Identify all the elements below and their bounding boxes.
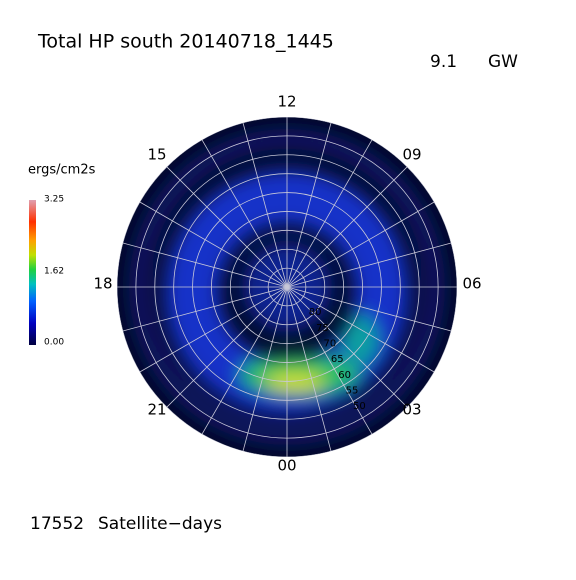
lat-label: 60 [338, 370, 351, 381]
latitude-labels: 80 75 70 65 60 55 50 [309, 307, 366, 412]
lat-label: 75 [316, 323, 329, 334]
meridian [286, 139, 373, 288]
clock-label: 18 [93, 275, 112, 293]
meridian [286, 286, 452, 332]
lat-label: 80 [309, 307, 322, 318]
colorbar-label: ergs/cm2s [28, 163, 96, 178]
meridian [286, 286, 373, 435]
meridian [242, 122, 288, 288]
meridian [166, 166, 288, 288]
clock-label: 00 [277, 457, 296, 475]
meridian [201, 139, 288, 288]
title: Total HP south 20140718_1445 [37, 31, 334, 53]
meridian [122, 286, 288, 332]
meridian [286, 166, 408, 288]
colorbar [29, 200, 36, 345]
meridian [139, 286, 288, 373]
meridian [242, 286, 288, 452]
clock-label: 21 [147, 401, 166, 419]
meridian [286, 201, 435, 288]
meridian [166, 286, 288, 408]
meridian [122, 242, 288, 288]
polar-map [117, 117, 457, 457]
lat-label: 55 [346, 385, 359, 396]
clock-label: 15 [147, 146, 166, 164]
clock-label: 03 [402, 401, 421, 419]
meridian [286, 286, 435, 373]
colorbar-tick: 0.00 [44, 338, 64, 348]
colorbar-tick: 3.25 [44, 195, 64, 205]
clock-label: 09 [402, 146, 421, 164]
footer-count: 17552 [30, 514, 84, 534]
clock-label: 12 [277, 93, 296, 111]
meridian [286, 286, 408, 408]
lat-label: 65 [331, 354, 344, 365]
lat-label: 70 [324, 338, 337, 349]
clock-label: 06 [462, 275, 481, 293]
meridian [286, 122, 332, 288]
colorbar-tick: 1.62 [44, 267, 64, 277]
power-value: 9.1 [430, 52, 457, 72]
footer-unit: Satellite−days [98, 514, 222, 534]
lat-label: 50 [353, 401, 366, 412]
meridian [286, 242, 452, 288]
meridian [286, 286, 332, 452]
meridian [139, 201, 288, 288]
meridian [201, 286, 288, 435]
power-unit: GW [488, 52, 518, 72]
